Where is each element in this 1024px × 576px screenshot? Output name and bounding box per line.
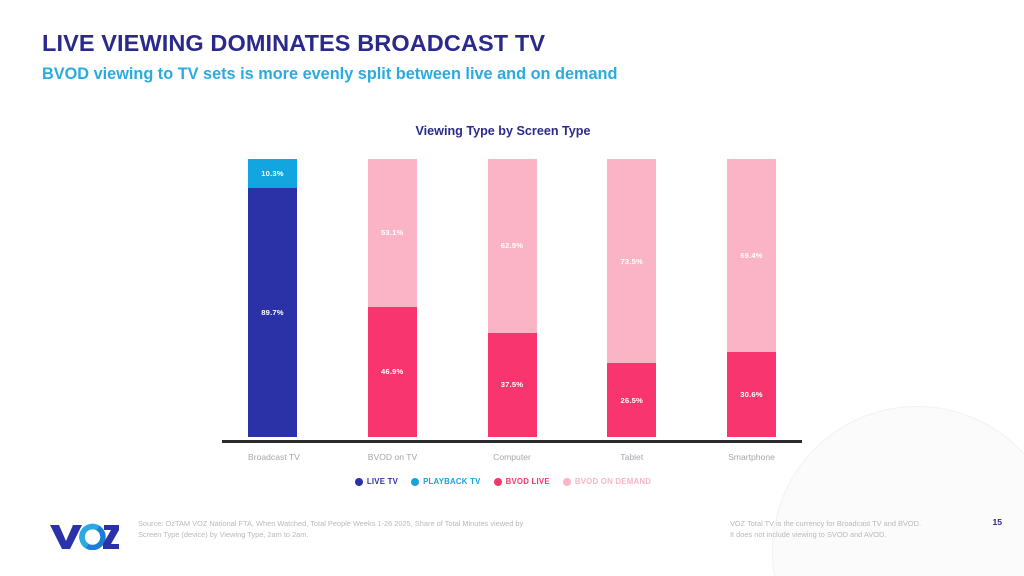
slide-header: LIVE VIEWING DOMINATES BROADCAST TV BVOD…	[42, 30, 942, 84]
x-axis-tick-label: Computer	[493, 452, 531, 462]
chart-title: Viewing Type by Screen Type	[415, 124, 591, 138]
currency-note-line-2: It does not include viewing to SVOD and …	[730, 530, 887, 540]
bar-segment-value-label: 26.5%	[620, 395, 644, 405]
stacked-bar-group: 10.3% 89.7% 53.1% 46.9% 62.5% 37.5% 73.5% 26.5%…	[222, 159, 802, 437]
legend-swatch-icon	[562, 477, 571, 486]
legend-label: LIVE TV	[366, 477, 399, 486]
legend-label: PLAYBACK TV	[423, 477, 481, 486]
legend-item-live-tv[interactable]: LIVE TV	[354, 477, 399, 486]
page-title: LIVE VIEWING DOMINATES BROADCAST TV	[42, 30, 546, 56]
bar-segment-value-label: 69.4%	[740, 250, 763, 260]
legend-swatch-icon	[411, 477, 420, 486]
bar-segment-value-label: 73.5%	[620, 256, 644, 266]
page-subtitle: BVOD viewing to TV sets is more evenly s…	[42, 64, 618, 83]
legend-item-bvod-live[interactable]: BVOD LIVE	[493, 477, 550, 486]
x-axis-line	[222, 440, 802, 443]
page-number: 15	[992, 517, 1002, 527]
bar-segment-bvod-on-demand[interactable]: 69.4%	[727, 159, 776, 352]
bar-broadcast-tv[interactable]: 10.3% 89.7%	[248, 159, 297, 437]
bar-segment-value-label: 37.5%	[500, 380, 524, 390]
bar-smartphone[interactable]: 69.4% 30.6%	[727, 159, 776, 437]
bar-bvod-on-tv[interactable]: 53.1% 46.9%	[367, 159, 417, 437]
x-axis-tick-label: Smartphone	[728, 452, 775, 462]
bar-computer[interactable]: 62.5% 37.5%	[487, 159, 537, 437]
bar-segment-bvod-live[interactable]: 30.6%	[727, 351, 776, 437]
legend-item-playback-tv[interactable]: PLAYBACK TV	[411, 477, 480, 486]
bar-segment-value-label: 53.1%	[380, 228, 404, 238]
legend-label: BVOD ON DEMAND	[574, 477, 652, 486]
bar-segment-bvod-live[interactable]: 46.9%	[367, 306, 417, 437]
legend-item-bvod-on-demand[interactable]: BVOD ON DEMAND	[562, 477, 652, 486]
voz-logo-mark	[50, 523, 119, 550]
slide-footer: Source: OzTAM VOZ National FTA, When Wat…	[0, 506, 1024, 576]
bar-segment-bvod-on-demand[interactable]: 53.1%	[367, 159, 417, 307]
bar-segment-value-label: 10.3%	[261, 168, 284, 178]
bar-segment-live-tv[interactable]: 89.7%	[248, 187, 297, 437]
chart-block: Viewing Type by Screen Type 10.3% 89.7% 53…	[0, 124, 1024, 462]
currency-note: VOZ Total TV is the currency for Broadca…	[730, 518, 980, 541]
bar-segment-playback-tv[interactable]: 10.3%	[248, 159, 297, 188]
currency-note-line-1: VOZ Total TV is the currency for Broadca…	[730, 519, 922, 528]
source-line-2: Total Minutes viewed by Screen Type (dev…	[138, 519, 524, 540]
bar-segment-bvod-live[interactable]: 37.5%	[487, 332, 537, 437]
source-note: Source: OzTAM VOZ National FTA, When Wat…	[138, 518, 538, 541]
x-axis-tick-label: BVOD on TV	[367, 452, 418, 462]
x-axis-category-labels: Broadcast TV BVOD on TV Computer Tablet Smar…	[222, 452, 802, 462]
legend-swatch-icon	[354, 477, 363, 486]
legend-label: BVOD LIVE	[505, 477, 550, 486]
bar-segment-bvod-live[interactable]: 26.5%	[607, 363, 657, 437]
bar-segment-value-label: 89.7%	[261, 307, 284, 317]
bar-segment-value-label: 30.6%	[740, 389, 763, 399]
voz-logo	[48, 520, 120, 550]
bar-segment-value-label: 46.9%	[380, 367, 404, 377]
x-axis-tick-label: Tablet	[620, 452, 644, 462]
legend-swatch-icon	[493, 477, 502, 486]
chart-plot-area: 10.3% 89.7% 53.1% 46.9% 62.5% 37.5% 73.5% 26.5%…	[222, 159, 802, 443]
bar-segment-value-label: 62.5%	[500, 241, 524, 251]
bar-segment-bvod-on-demand[interactable]: 73.5%	[607, 159, 657, 364]
source-line-1: Source: OzTAM VOZ National FTA, When Wat…	[138, 519, 443, 528]
chart-legend: LIVE TV PLAYBACK TV BVOD LIVE BVOD ON DEMAN…	[0, 477, 1024, 486]
x-axis-tick-label: Broadcast TV	[248, 452, 300, 462]
bar-segment-bvod-on-demand[interactable]: 62.5%	[487, 159, 537, 333]
bar-tablet[interactable]: 73.5% 26.5%	[607, 159, 657, 437]
